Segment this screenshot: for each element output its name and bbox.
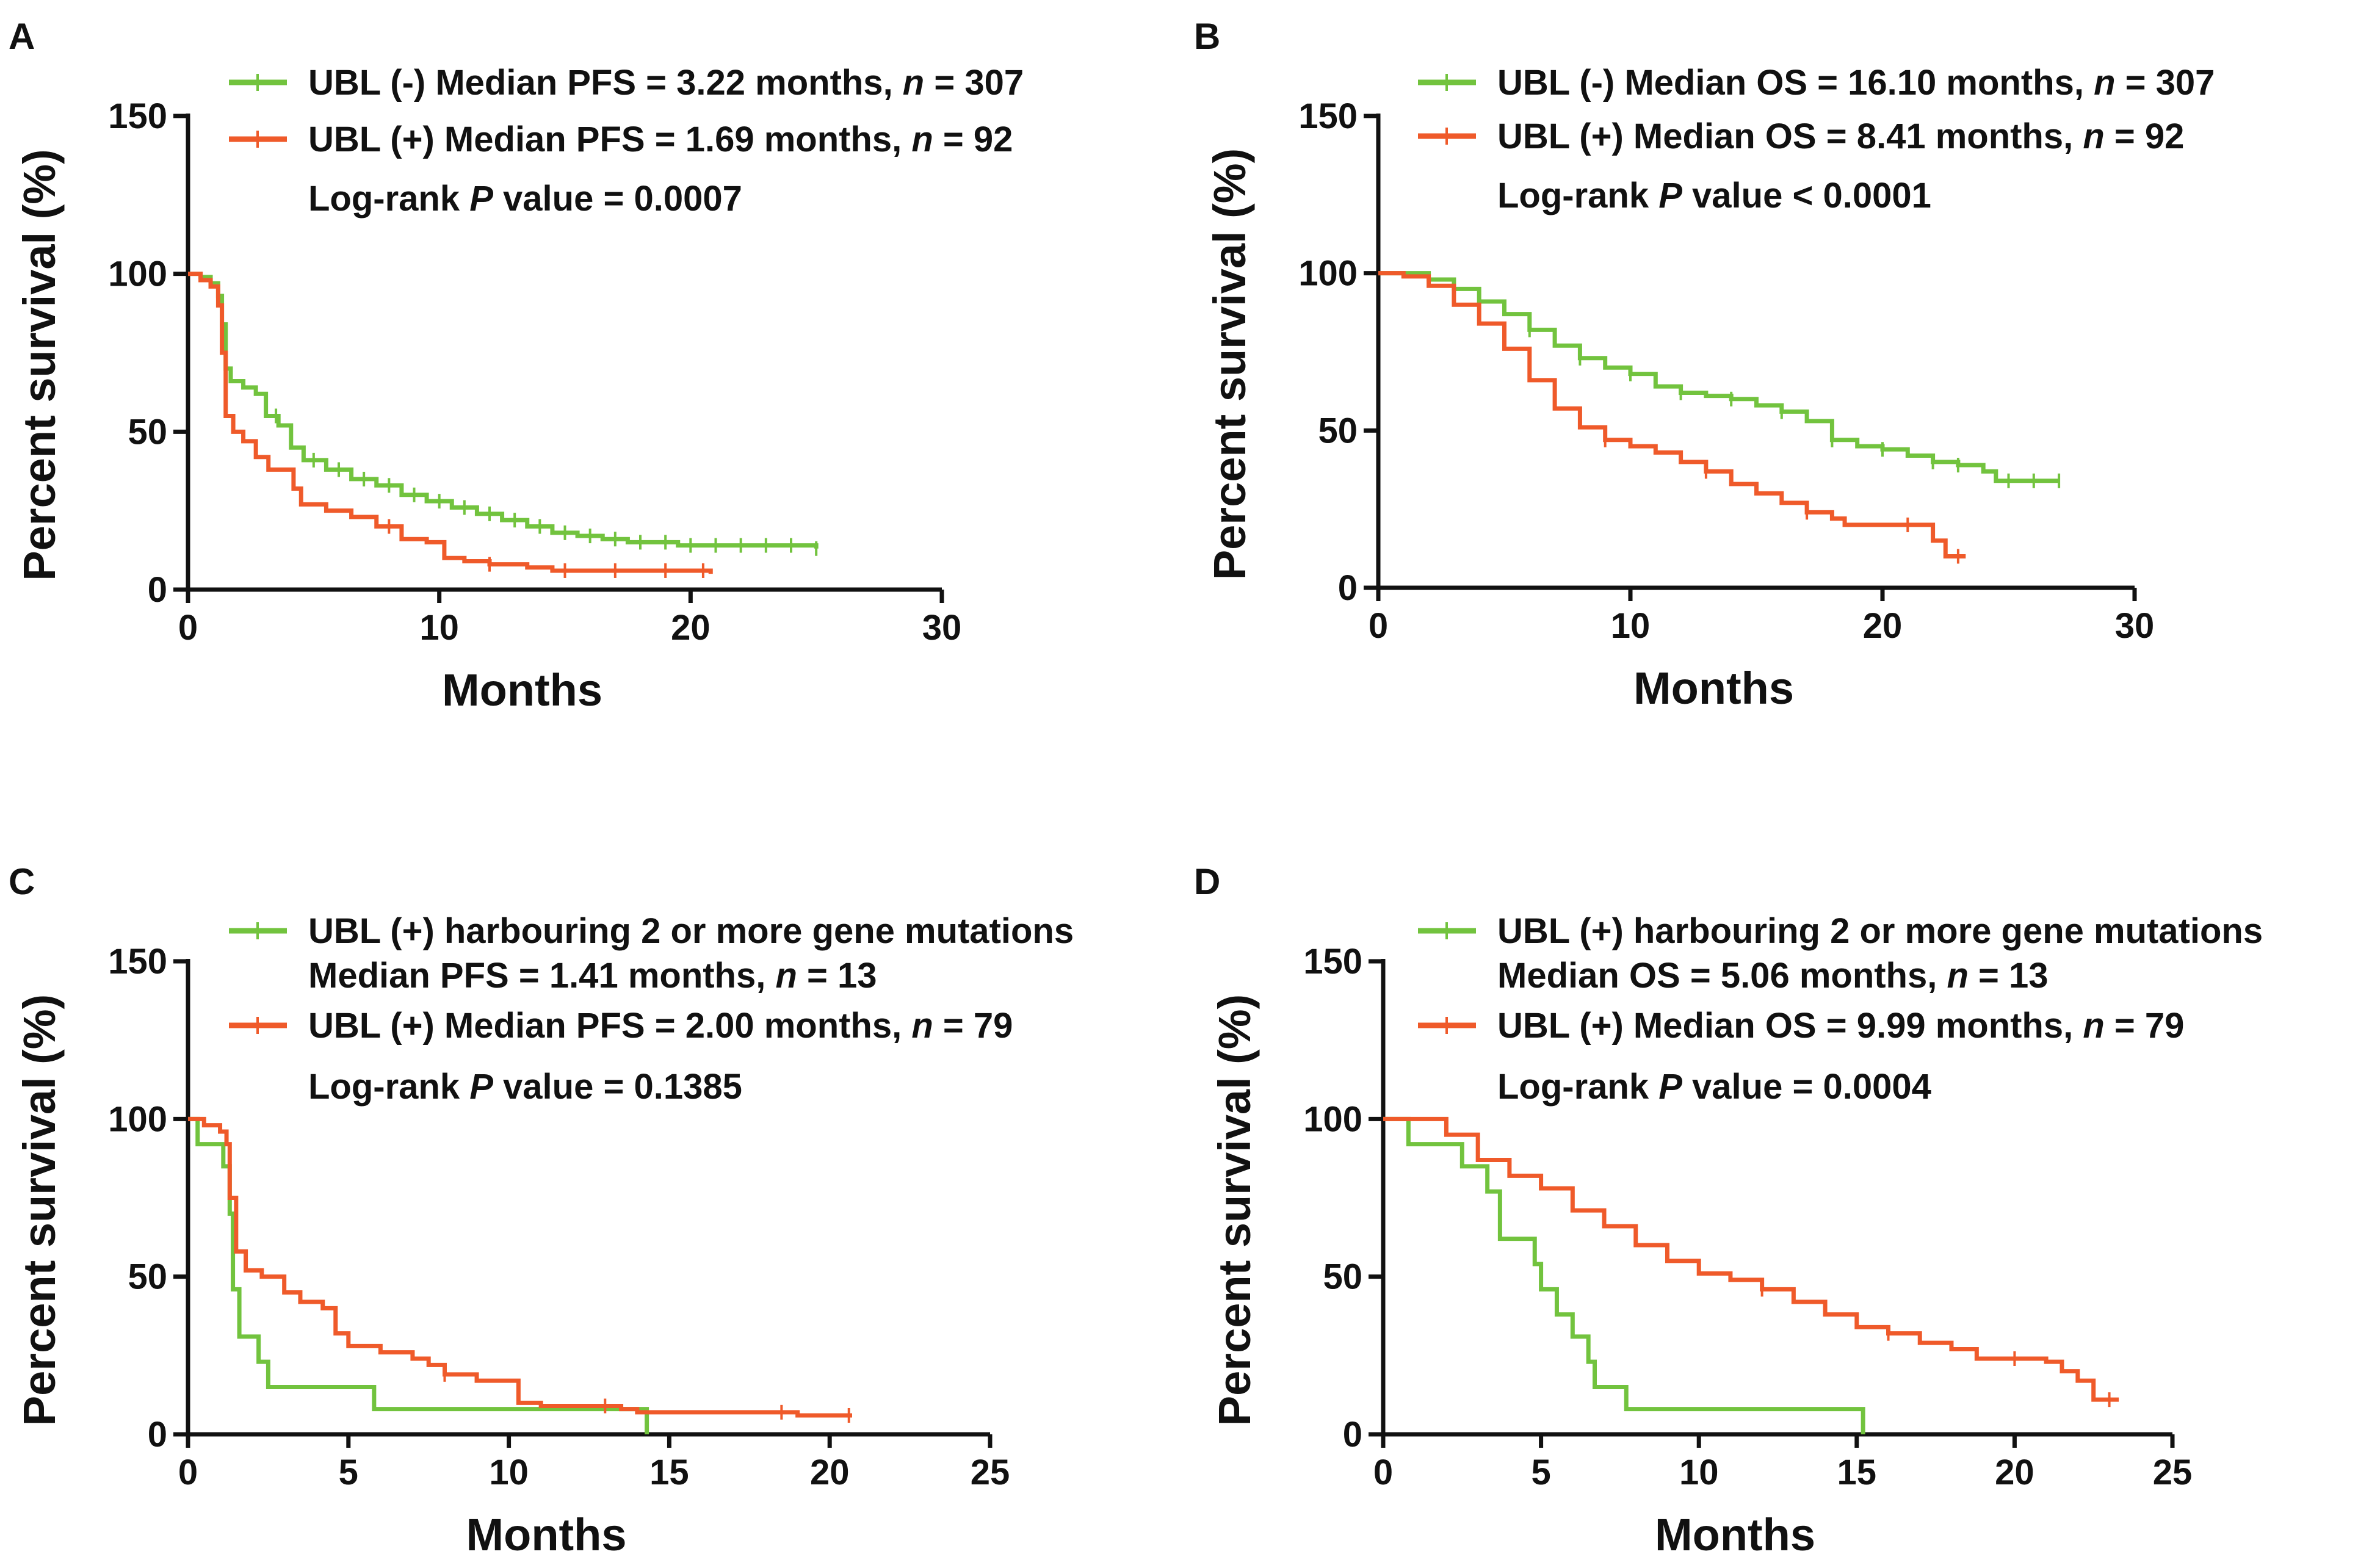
x-tick-label: 25 — [971, 1453, 1010, 1492]
y-tick-label: 150 — [108, 942, 167, 981]
x-tick-label: 0 — [178, 608, 198, 648]
x-tick-label: 30 — [922, 608, 962, 648]
x-tick-label: 5 — [1531, 1453, 1550, 1492]
x-tick-label: 15 — [1837, 1453, 1877, 1492]
legend: UBL (+) harbouring 2 or more gene mutati… — [1418, 911, 2263, 1107]
log-rank-annotation: Log-rank P value < 0.0001 — [1497, 176, 1931, 215]
x-axis-title: Months — [1633, 663, 1794, 714]
panel-letter: C — [9, 861, 35, 902]
y-tick-label: 150 — [1298, 96, 1358, 136]
y-tick-label: 0 — [1338, 568, 1358, 608]
x-tick-label: 30 — [2115, 606, 2155, 646]
legend-label-red: UBL (+) Median OS = 9.99 months, n = 79 — [1497, 1006, 2184, 1046]
y-tick-label: 50 — [128, 412, 167, 452]
x-tick-label: 15 — [649, 1453, 689, 1492]
y-tick-label: 100 — [108, 1099, 167, 1139]
series-curve-red-ubl — [1378, 271, 1966, 558]
y-tick-label: 50 — [1323, 1257, 1362, 1297]
y-tick-label: 100 — [108, 255, 167, 294]
y-tick-label: 150 — [108, 96, 167, 136]
x-axis-title: Months — [442, 665, 602, 715]
panel-letter: D — [1194, 861, 1220, 902]
legend-label-green: UBL (-) Median PFS = 3.22 months, n = 30… — [308, 63, 1024, 103]
panel-d: D 0 50 100 150 0 5 10 15 20 25 Months Percent surviv… — [1194, 861, 2263, 1560]
y-tick-label: 0 — [1343, 1415, 1362, 1454]
x-tick-label: 20 — [810, 1453, 850, 1492]
series-curve-green-ubl-harbouring-2-or-more-gene-mutations — [188, 1116, 649, 1434]
x-tick-label: 10 — [1679, 1453, 1719, 1492]
y-axis-title: Percent survival (%) — [14, 994, 65, 1426]
x-tick-label: 10 — [419, 608, 459, 648]
y-tick-label: 100 — [1303, 1099, 1362, 1139]
x-tick-label: 10 — [489, 1453, 529, 1492]
legend-label-green: UBL (-) Median OS = 16.10 months, n = 30… — [1497, 63, 2215, 103]
legend-sublabel-green: Median PFS = 1.41 months, n = 13 — [308, 956, 877, 995]
x-tick-label: 0 — [1373, 1453, 1393, 1492]
series-curve-red-ubl — [188, 1116, 852, 1418]
legend-label-red: UBL (+) Median PFS = 2.00 months, n = 79 — [308, 1006, 1013, 1046]
x-axis-title: Months — [466, 1509, 626, 1560]
x-tick-label: 5 — [339, 1453, 358, 1492]
legend-label-red: UBL (+) Median OS = 8.41 months, n = 92 — [1497, 117, 2184, 156]
panel-letter: A — [9, 16, 35, 57]
panel-c: C 0 50 100 150 0 5 10 15 20 25 Months Percent surviv… — [9, 861, 1074, 1560]
y-axis-title: Percent survival (%) — [1209, 994, 1260, 1426]
log-rank-annotation: Log-rank P value = 0.0004 — [1497, 1067, 1931, 1107]
x-tick-label: 10 — [1611, 606, 1651, 646]
panel-b: B 0 50 100 150 0 10 20 30 Months Percent survival … — [1194, 16, 2215, 714]
y-tick-label: 50 — [128, 1257, 167, 1297]
x-tick-label: 20 — [1995, 1453, 2034, 1492]
log-rank-annotation: Log-rank P value = 0.1385 — [308, 1067, 742, 1107]
legend: UBL (+) harbouring 2 or more gene mutati… — [229, 911, 1074, 1107]
legend-label-red: UBL (+) Median PFS = 1.69 months, n = 92 — [308, 120, 1013, 159]
legend-label-green: UBL (+) harbouring 2 or more gene mutati… — [1497, 911, 2263, 951]
x-tick-label: 0 — [1369, 606, 1388, 646]
legend: UBL (-) Median OS = 16.10 months, n = 30… — [1418, 63, 2215, 215]
y-tick-label: 50 — [1318, 411, 1358, 450]
log-rank-annotation: Log-rank P value = 0.0007 — [308, 179, 742, 219]
x-axis-title: Months — [1655, 1509, 1815, 1560]
x-tick-label: 25 — [2153, 1453, 2193, 1492]
x-tick-label: 20 — [671, 608, 711, 648]
y-axis-title: Percent survival (%) — [1204, 148, 1255, 580]
series-curve-green-ubl-harbouring-2-or-more-gene-mutations — [1383, 1116, 1865, 1434]
legend-label-green: UBL (+) harbouring 2 or more gene mutati… — [308, 911, 1074, 951]
panel-letter: B — [1194, 16, 1220, 57]
legend-sublabel-green: Median OS = 5.06 months, n = 13 — [1497, 956, 2049, 995]
x-tick-label: 20 — [1863, 606, 1903, 646]
y-tick-label: 0 — [148, 570, 167, 610]
series-curve-green-ubl — [188, 272, 819, 549]
y-tick-label: 100 — [1298, 254, 1358, 294]
y-tick-label: 0 — [148, 1415, 167, 1454]
y-axis-title: Percent survival (%) — [14, 149, 65, 580]
panel-a: A 0 50 100 150 0 10 20 30 Months Percent survival … — [9, 16, 1024, 715]
legend: UBL (-) Median PFS = 3.22 months, n = 30… — [229, 63, 1024, 219]
series-curve-green-ubl — [1378, 271, 2060, 483]
x-tick-label: 0 — [178, 1453, 198, 1492]
y-tick-label: 150 — [1303, 942, 1362, 981]
